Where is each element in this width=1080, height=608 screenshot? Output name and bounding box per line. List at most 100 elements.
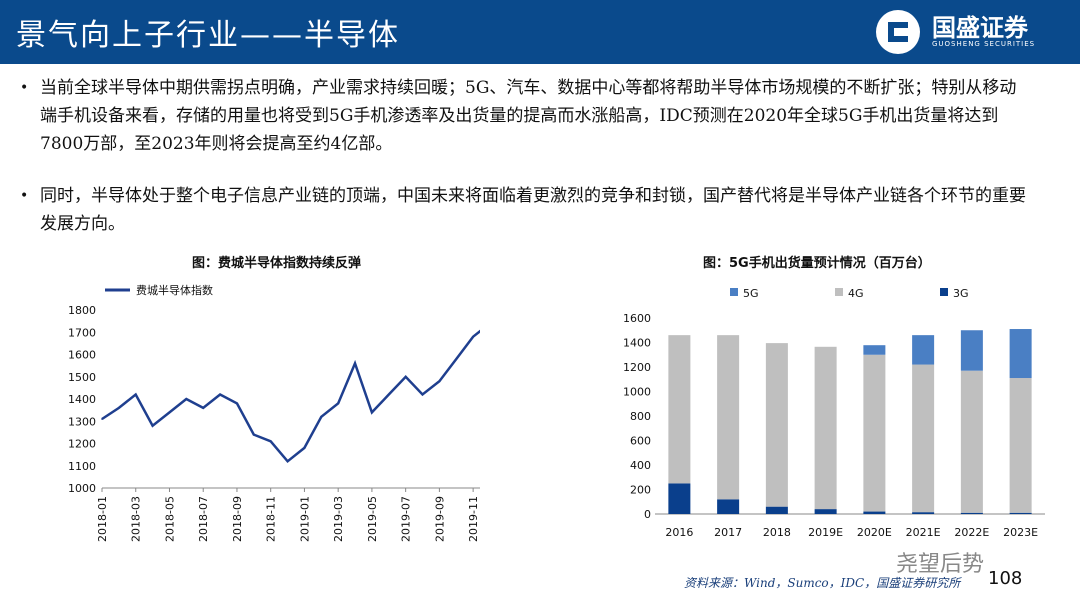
y-tick-label: 1800 (68, 304, 96, 317)
data-point (202, 407, 205, 409)
y-tick-label: 1500 (68, 371, 96, 384)
legend-swatch (940, 288, 948, 296)
y-tick-label: 1000 (623, 386, 651, 399)
data-point (371, 411, 373, 414)
y-tick-label: 1200 (68, 438, 96, 451)
page-title: 景气向上子行业——半导体 (16, 18, 400, 53)
y-tick-label: 1600 (68, 349, 96, 362)
logo-icon (876, 10, 920, 54)
x-tick-label: 2018-11 (265, 496, 278, 542)
bar-chart: 0 200 400 600 800 1000 1200 1400 1600 5G 4G 3G 2016 2… (623, 287, 1045, 539)
bar-segment (1009, 329, 1032, 379)
data-point (421, 393, 424, 396)
data-point (438, 380, 441, 382)
y-tick-label: 1700 (68, 326, 96, 339)
y-tick-label: 1000 (68, 482, 96, 495)
logo-subtitle: GUOSHENG SECURITIES (932, 40, 1036, 48)
x-tick-label: 2019-05 (366, 496, 379, 542)
data-point (455, 358, 458, 360)
data-point (101, 418, 103, 420)
x-tick-label: 2019-09 (433, 496, 446, 542)
bar-segment (668, 483, 691, 514)
data-point (118, 407, 120, 409)
y-tick-label: 1300 (68, 415, 96, 428)
data-point (219, 393, 221, 396)
legend-swatch (835, 288, 843, 296)
bar-segment (717, 499, 740, 514)
watermark: 尧望后势 (896, 552, 985, 577)
legend-label: 3G (953, 287, 969, 300)
x-tick-label: 2019-03 (332, 496, 345, 542)
bar-segment (960, 330, 983, 371)
line-chart-title: 图：费城半导体指数持续反弹 (192, 256, 362, 271)
bar-segment (668, 335, 691, 484)
y-tick-label: 400 (630, 459, 651, 472)
bar-segment (960, 512, 983, 514)
bar-segment (863, 511, 886, 514)
y-tick-label: 1600 (623, 312, 651, 325)
bar-segment (863, 354, 886, 512)
data-point (236, 402, 238, 405)
x-tick-label: 2016 (665, 526, 693, 539)
bullet-2: • 同时，半导体处于整个电子信息产业链的顶端，中国未来将面临着更激烈的竞争和封锁… (20, 182, 1030, 238)
legend-label: 费城半导体指数 (136, 283, 213, 297)
x-tick-label: 2017 (714, 526, 742, 539)
bar-segment (863, 345, 886, 355)
data-point (404, 375, 407, 378)
bar-segment (912, 512, 935, 514)
bar-chart-title: 图：5G手机出货量预计情况（百万台） (703, 256, 931, 271)
x-tick-label: 2019-01 (298, 496, 311, 542)
x-tick-label: 2019-07 (400, 496, 413, 542)
bar-segment (912, 335, 935, 365)
y-tick-label: 1100 (68, 460, 96, 473)
data-point (151, 424, 154, 427)
data-point (134, 393, 137, 396)
bar-segment (912, 364, 935, 513)
logo-name: 国盛证券 (932, 14, 1028, 42)
x-tick-label: 2018-03 (130, 496, 143, 542)
y-tick-label: 1200 (623, 361, 651, 374)
y-tick-label: 1400 (68, 393, 96, 406)
y-tick-label: 1400 (623, 337, 651, 350)
y-tick-label: 600 (630, 435, 651, 448)
data-point (387, 393, 390, 396)
source-note: 资料来源：Wind，Sumco，IDC，国盛证券研究所 (684, 576, 961, 590)
bar-segment (765, 343, 788, 507)
bullet-1-text: 当前全球半导体中期供需拐点明确，产业需求持续回暖；5G、汽车、数据中心等都将帮助… (40, 78, 1017, 154)
x-tick-label: 2019-11 (467, 496, 480, 542)
x-tick-label: 2018-07 (197, 496, 210, 542)
data-point (269, 440, 272, 443)
x-tick-label: 2018-05 (163, 496, 176, 542)
bullet-dot: • (20, 80, 29, 96)
data-point (168, 411, 171, 414)
x-tick-label: 2018-01 (96, 496, 109, 542)
data-point (472, 335, 474, 338)
x-tick-label: 2020E (857, 526, 892, 539)
bar-segment (1009, 378, 1032, 513)
x-tick-label: 2019E (808, 526, 843, 539)
data-point (320, 416, 323, 418)
data-point (354, 362, 356, 365)
data-point (185, 398, 188, 400)
y-tick-label: 200 (630, 484, 651, 497)
data-point (303, 447, 306, 449)
bar-segment (717, 335, 740, 500)
legend-label: 4G (848, 287, 864, 300)
x-tick-label: 2018 (763, 526, 791, 539)
bullet-dot: • (20, 188, 29, 204)
data-point (253, 433, 255, 436)
line-chart: 费城半导体指数 1000 1100 1200 1300 1400 1500 1600 1700 1… (68, 283, 480, 542)
bar-segment (814, 346, 837, 510)
data-point (286, 460, 289, 463)
bar-segment (814, 509, 837, 514)
bullet-1: • 当前全球半导体中期供需拐点明确，产业需求持续回暖；5G、汽车、数据中心等都将… (20, 74, 1030, 158)
y-tick-label: 800 (630, 410, 651, 423)
series-line (101, 329, 480, 464)
bar-segment (765, 506, 788, 514)
bar-segment (960, 370, 983, 513)
legend-label: 5G (743, 287, 759, 300)
legend-swatch (730, 288, 738, 296)
x-tick-label: 2023E (1003, 526, 1038, 539)
bullet-2-text: 同时，半导体处于整个电子信息产业链的顶端，中国未来将面临着更激烈的竞争和封锁，国… (40, 186, 1026, 234)
data-point (337, 402, 339, 405)
